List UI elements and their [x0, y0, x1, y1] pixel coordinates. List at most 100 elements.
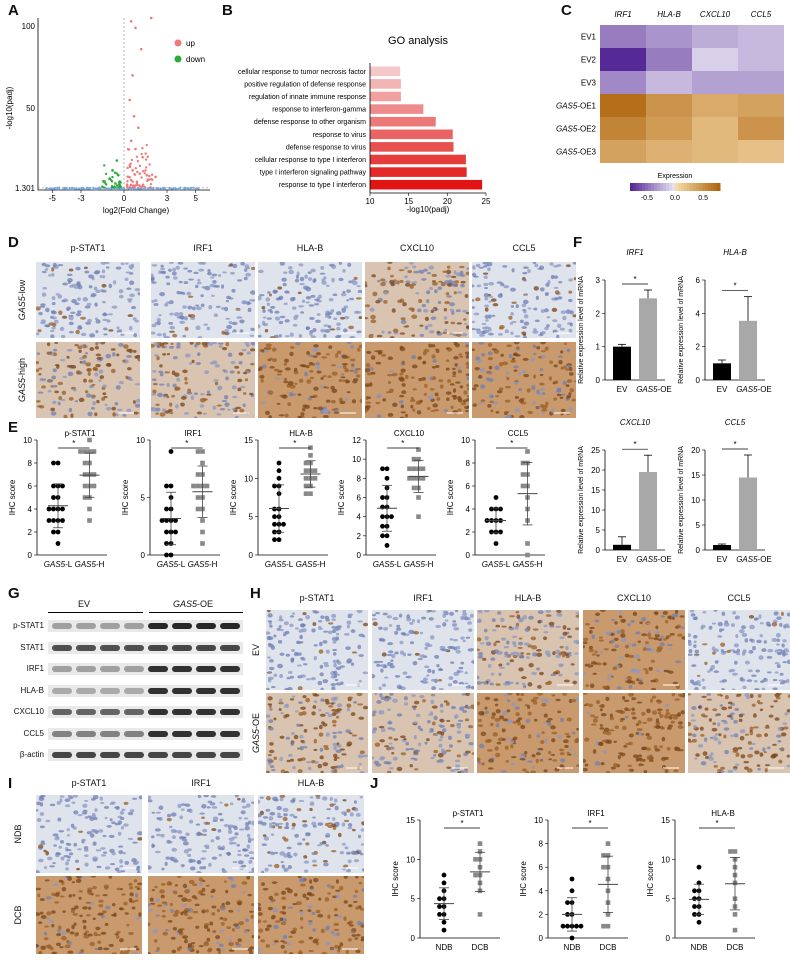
cell-nucleus	[456, 754, 461, 758]
cell-nucleus	[173, 356, 178, 360]
cell-nucleus	[641, 746, 648, 750]
cell-nucleus	[511, 301, 517, 304]
cell-nucleus	[165, 275, 170, 279]
cell-nucleus	[446, 269, 452, 275]
cell-nucleus	[534, 319, 540, 323]
cell-nucleus	[102, 384, 107, 388]
cell-nucleus	[700, 734, 705, 737]
cell-nucleus	[171, 394, 175, 398]
cell-nucleus	[250, 266, 255, 271]
cell-nucleus	[761, 648, 767, 653]
cell-nucleus	[184, 376, 188, 381]
cell-nucleus	[302, 612, 307, 616]
cell-nucleus	[166, 353, 171, 356]
cell-nucleus	[386, 746, 392, 751]
cell-nucleus	[44, 879, 50, 882]
volcano-point-ns	[147, 187, 151, 191]
scatter-point	[692, 904, 697, 909]
cell-nucleus	[645, 669, 649, 675]
cell-nucleus	[83, 932, 88, 936]
cell-nucleus	[232, 860, 238, 864]
ihc-h-col-label: HLA-B	[514, 593, 542, 603]
scatter-ylabel: IHC score	[337, 479, 346, 515]
cell-nucleus	[787, 659, 790, 665]
cell-nucleus	[375, 401, 381, 405]
cell-nucleus	[59, 326, 65, 332]
cell-nucleus	[206, 928, 211, 932]
cell-nucleus	[261, 306, 266, 310]
scatter-point	[601, 864, 606, 870]
cell-nucleus	[511, 702, 516, 707]
cell-nucleus	[258, 799, 261, 804]
blot-band	[100, 623, 120, 629]
blot-band	[172, 687, 192, 694]
cell-nucleus	[356, 330, 362, 334]
cell-nucleus	[166, 881, 173, 886]
cell-nucleus	[312, 824, 317, 828]
cell-nucleus	[495, 709, 501, 714]
cell-nucleus	[453, 627, 460, 631]
cell-nucleus	[596, 654, 600, 657]
cell-nucleus	[587, 663, 591, 668]
cell-nucleus	[411, 694, 416, 697]
blot-group-line	[148, 612, 243, 613]
cell-nucleus	[331, 618, 336, 622]
cell-nucleus	[50, 407, 56, 412]
cell-nucleus	[321, 721, 325, 725]
cell-nucleus	[506, 370, 510, 376]
cell-nucleus	[349, 924, 354, 927]
cell-nucleus	[396, 713, 403, 717]
cell-nucleus	[148, 922, 151, 927]
cell-nucleus	[484, 314, 490, 319]
cell-nucleus	[651, 695, 657, 699]
cell-nucleus	[268, 666, 275, 671]
cell-nucleus	[284, 713, 290, 718]
cell-nucleus	[668, 715, 673, 720]
cell-nucleus	[533, 352, 537, 356]
cell-nucleus	[311, 416, 317, 418]
cell-nucleus	[225, 852, 231, 855]
cell-nucleus	[52, 861, 56, 865]
cell-nucleus	[459, 355, 464, 358]
scatter-point	[569, 888, 575, 894]
cell-nucleus	[276, 402, 281, 405]
cell-nucleus	[515, 304, 519, 309]
cell-nucleus	[159, 412, 166, 417]
cell-nucleus	[300, 412, 305, 417]
cell-nucleus	[352, 380, 358, 384]
blot-row-label: CCL5	[23, 728, 44, 738]
micro-background	[477, 610, 579, 690]
cell-nucleus	[282, 816, 288, 822]
cell-nucleus	[243, 930, 249, 934]
volcano-point-ns	[45, 186, 48, 190]
cell-nucleus	[688, 721, 692, 727]
cell-nucleus	[262, 816, 269, 819]
scatter-point	[55, 541, 61, 546]
cell-nucleus	[251, 820, 254, 826]
cell-nucleus	[511, 320, 517, 324]
cell-nucleus	[575, 627, 579, 631]
cell-nucleus	[86, 914, 91, 917]
cell-nucleus	[412, 660, 418, 666]
cell-nucleus	[430, 693, 436, 697]
cell-nucleus	[601, 739, 607, 743]
cell-nucleus	[477, 655, 484, 659]
cell-nucleus	[303, 855, 308, 859]
volcano-point-ns	[138, 187, 141, 190]
bar-ytick: 0	[696, 546, 701, 555]
scatter-point	[437, 904, 442, 909]
cell-nucleus	[282, 935, 288, 939]
cell-nucleus	[438, 280, 443, 283]
cell-nucleus	[284, 770, 290, 773]
cell-nucleus	[169, 856, 174, 861]
cell-nucleus	[173, 890, 178, 895]
cell-nucleus	[350, 366, 356, 370]
cell-nucleus	[672, 681, 678, 685]
cell-nucleus	[562, 380, 567, 386]
scatter-point	[91, 449, 97, 454]
cell-nucleus	[399, 372, 404, 376]
cell-nucleus	[221, 284, 225, 289]
cell-nucleus	[516, 614, 521, 620]
heatmap-cell	[600, 71, 646, 94]
cell-nucleus	[465, 750, 471, 754]
